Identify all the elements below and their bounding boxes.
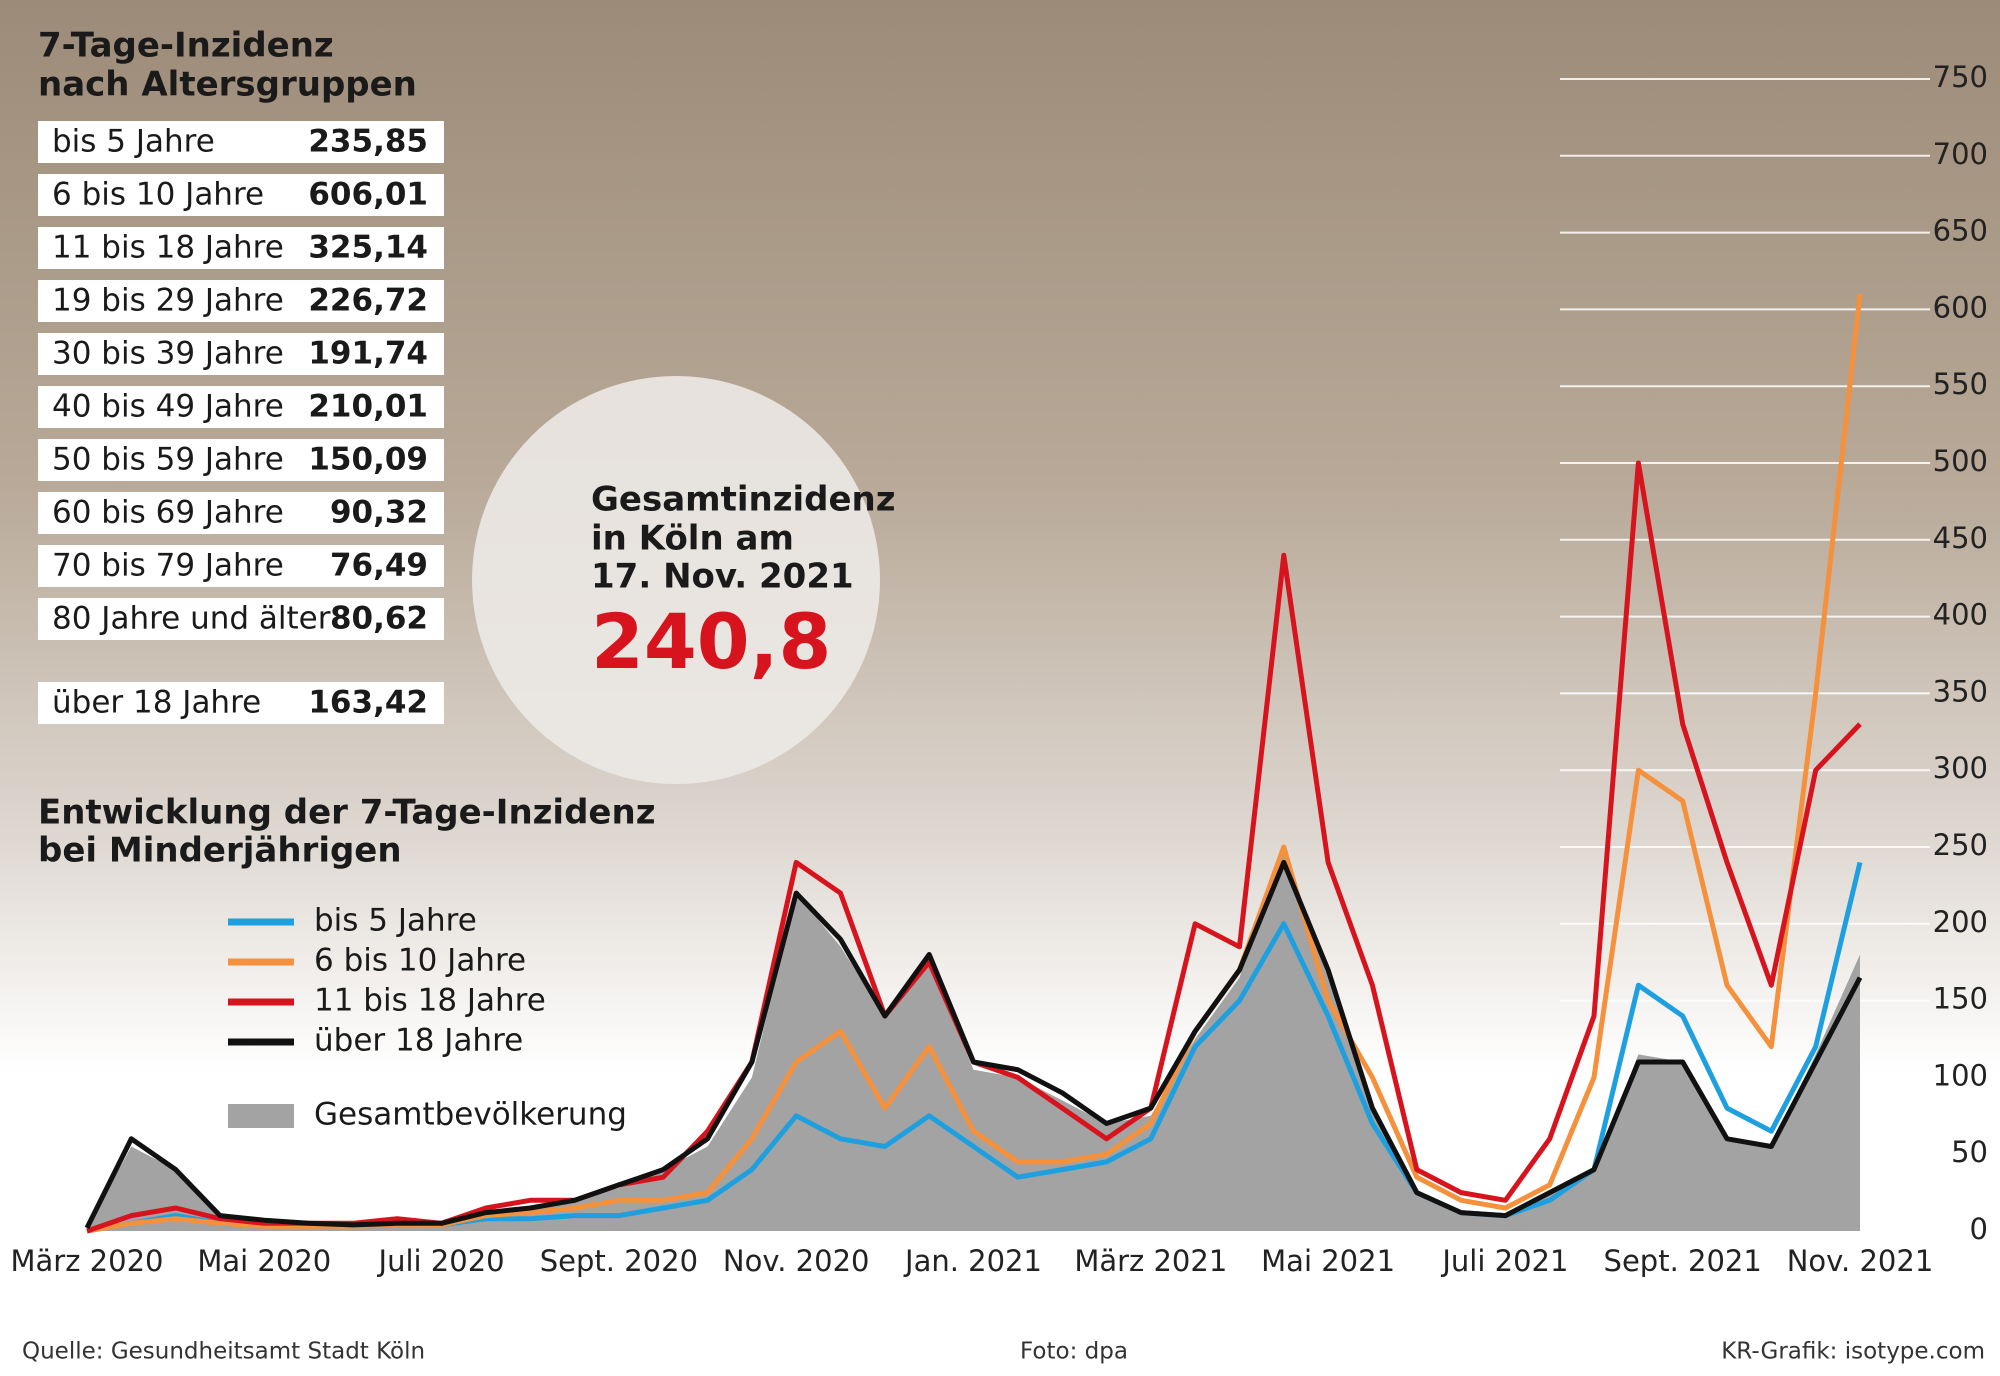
table-title: 7-Tage-Inzidenz [38, 26, 334, 66]
row-label: 19 bis 29 Jahre [52, 283, 284, 319]
x-tick-label: Jan. 2021 [903, 1244, 1042, 1278]
row-value: 606,01 [308, 177, 428, 213]
x-tick-label: Sept. 2021 [1604, 1244, 1762, 1278]
x-tick-label: Nov. 2020 [723, 1244, 870, 1278]
row-value: 163,42 [308, 685, 428, 721]
x-tick-label: März 2020 [11, 1244, 164, 1278]
row-value: 325,14 [308, 230, 428, 266]
y-tick-label: 200 [1933, 905, 1988, 939]
table: bis 5 Jahre 235,85 6 bis 10 Jahre 606,01 11 … [38, 121, 444, 724]
chart-title: bei Minderjährigen [38, 831, 402, 871]
highlight-bubble [472, 376, 880, 784]
row-value: 191,74 [308, 336, 428, 372]
row-label: 6 bis 10 Jahre [52, 177, 264, 213]
x-tick-label: März 2021 [1074, 1244, 1227, 1278]
y-tick-label: 0 [1970, 1212, 1988, 1246]
y-tick-label: 500 [1933, 444, 1988, 478]
row-label: 30 bis 39 Jahre [52, 336, 284, 372]
row-label: 50 bis 59 Jahre [52, 442, 284, 478]
y-tick-label: 750 [1933, 60, 1988, 94]
y-tick-label: 350 [1933, 674, 1988, 708]
row-value: 150,09 [308, 442, 428, 478]
legend-label: Gesamtbevölkerung [314, 1097, 627, 1133]
photo-credit: Foto: dpa [1020, 1339, 1128, 1365]
table-row [38, 386, 444, 428]
table-row [38, 121, 444, 163]
x-tick-label: Sept. 2020 [540, 1244, 698, 1278]
x-tick-label: Juli 2020 [377, 1244, 505, 1278]
row-value: 80,62 [330, 601, 428, 637]
table-row [38, 280, 444, 322]
row-value: 226,72 [308, 283, 428, 319]
table-row [38, 227, 444, 269]
row-label: 60 bis 69 Jahre [52, 495, 284, 531]
x-tick-label: Mai 2020 [197, 1244, 331, 1278]
legend-label: 6 bis 10 Jahre [314, 943, 526, 979]
y-tick-label: 50 [1951, 1135, 1988, 1169]
y-tick-label: 650 [1933, 214, 1988, 248]
row-label: über 18 Jahre [52, 685, 261, 721]
plot: 0 50 100 150 200 250 300 350 400 450 500 550 600 650 7… [11, 60, 1988, 1278]
y-tick-label: 450 [1933, 521, 1988, 555]
y-tick-label: 550 [1933, 367, 1988, 401]
table-row [38, 492, 444, 534]
highlight-text: 17. Nov. 2021 [591, 557, 854, 597]
table-row [38, 439, 444, 481]
x-tick-label: Mai 2021 [1261, 1244, 1395, 1278]
y-tick-label: 150 [1933, 982, 1988, 1016]
y-tick-label: 300 [1933, 751, 1988, 785]
row-label: 11 bis 18 Jahre [52, 230, 284, 266]
table-row [38, 682, 444, 724]
row-label: 70 bis 79 Jahre [52, 548, 284, 584]
legend-label: bis 5 Jahre [314, 903, 477, 939]
table-row [38, 598, 444, 640]
x-tick-label: Nov. 2021 [1787, 1244, 1934, 1278]
y-tick-label: 700 [1933, 137, 1988, 171]
y-tick-label: 400 [1933, 598, 1988, 632]
area [87, 847, 1860, 1231]
y-tick-label: 250 [1933, 828, 1988, 862]
line [84, 859, 1863, 1230]
chart-title: Entwicklung der 7-Tage-Inzidenz [38, 793, 655, 833]
legend: bis 5 Jahre 6 bis 10 Jahre 11 bis 18 Jahre… [228, 903, 627, 1133]
y-tick-label: 100 [1933, 1058, 1988, 1092]
row-value: 235,85 [308, 124, 428, 160]
row-label: 40 bis 49 Jahre [52, 389, 284, 425]
highlight-value: 240,8 [591, 597, 831, 686]
row-value: 210,01 [308, 389, 428, 425]
source: Quelle: Gesundheitsamt Stadt Köln [22, 1339, 425, 1365]
x-tick-label: Juli 2021 [1440, 1244, 1568, 1278]
highlight-text: Gesamtinzidenz [591, 480, 896, 520]
graphic-credit: KR-Grafik: isotype.com [1721, 1339, 1985, 1365]
legend-swatch [228, 1104, 294, 1128]
table-row [38, 545, 444, 587]
table-row [38, 174, 444, 216]
row-label: 80 Jahre und älter [52, 601, 331, 637]
legend-label: 11 bis 18 Jahre [314, 983, 546, 1019]
row-value: 90,32 [330, 495, 428, 531]
row-value: 76,49 [330, 548, 428, 584]
y-tick-label: 600 [1933, 290, 1988, 324]
highlight-text: in Köln am [591, 519, 794, 559]
row-label: bis 5 Jahre [52, 124, 215, 160]
table-row [38, 333, 444, 375]
table-title: nach Altersgruppen [38, 65, 417, 105]
legend-label: über 18 Jahre [314, 1023, 523, 1059]
